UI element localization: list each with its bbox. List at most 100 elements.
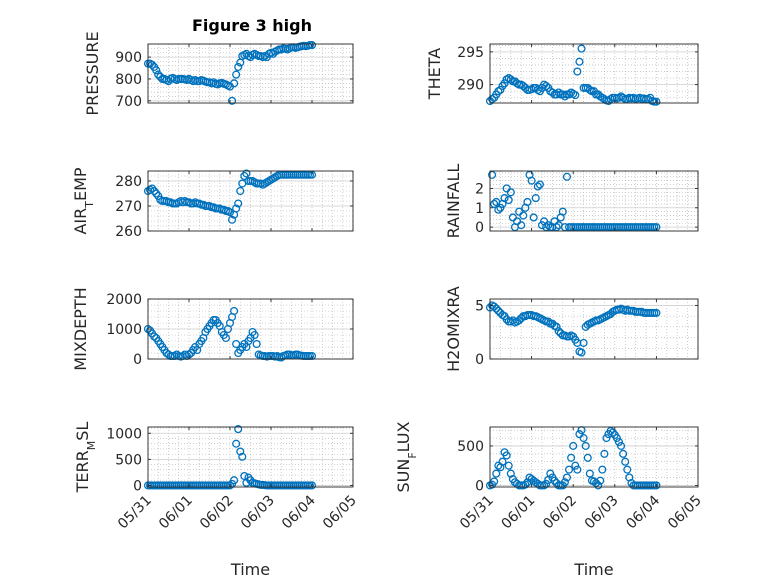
data-point-theta bbox=[500, 79, 509, 88]
data-point-sun_flux bbox=[581, 441, 590, 450]
data-point-h2omixra bbox=[492, 304, 501, 313]
y-tick-label: 280 bbox=[115, 174, 142, 190]
data-point-sun_flux bbox=[564, 465, 574, 474]
data-point-sun_flux bbox=[571, 461, 580, 470]
subplot-air_temp: 260 270 280 AIRTEMP bbox=[71, 167, 354, 240]
data-point-sun_flux bbox=[579, 434, 588, 443]
data-point-air_temp bbox=[242, 169, 251, 178]
axes-box-sun_flux bbox=[489, 426, 699, 488]
data-point-sun_flux bbox=[573, 465, 582, 474]
axes-box-h2omixra bbox=[489, 298, 699, 360]
data-point-sun_flux bbox=[614, 437, 624, 447]
data-point-sun_flux bbox=[612, 434, 621, 443]
x-axis-label: Time bbox=[573, 560, 613, 579]
data-point-h2omixra bbox=[544, 317, 553, 326]
data-point-air_temp bbox=[232, 204, 241, 213]
y-axis-label: THETA bbox=[425, 48, 444, 100]
data-point-sun_flux bbox=[594, 481, 603, 490]
data-point-rainfall bbox=[500, 194, 509, 203]
data-point-rainfall bbox=[490, 199, 499, 208]
data-point-rainfall bbox=[496, 203, 505, 212]
subplot-pressure: 700 800 900 PRESSURE bbox=[83, 31, 354, 116]
data-point-h2omixra bbox=[579, 338, 588, 347]
y-tick-label: 500 bbox=[457, 439, 484, 455]
data-point-sun_flux bbox=[546, 469, 555, 478]
y-tick-label: 500 bbox=[115, 452, 142, 468]
data-point-h2omixra bbox=[515, 316, 524, 325]
y-tick-label: 260 bbox=[115, 224, 142, 240]
data-point-sun_flux bbox=[621, 457, 630, 466]
data-point-theta bbox=[554, 88, 563, 97]
data-point-h2omixra bbox=[494, 306, 503, 315]
data-point-rainfall bbox=[494, 205, 503, 214]
y-tick-label: 800 bbox=[115, 72, 142, 88]
y-tick-label: 295 bbox=[457, 45, 484, 61]
data-point-theta bbox=[573, 67, 582, 76]
data-point-rainfall bbox=[488, 170, 497, 179]
data-point-rainfall bbox=[558, 207, 567, 216]
data-point-terr_msl bbox=[236, 447, 245, 456]
y-tick-label: 700 bbox=[115, 94, 142, 110]
data-point-h2omixra bbox=[552, 322, 561, 331]
data-point-mixdepth bbox=[150, 332, 159, 341]
data-point-sun_flux bbox=[560, 478, 569, 487]
data-point-h2omixra bbox=[517, 314, 526, 323]
y-tick-label: 0 bbox=[475, 220, 484, 236]
y-tick-label: 1 bbox=[475, 201, 484, 217]
y-tick-label: 2000 bbox=[106, 292, 142, 308]
y-tick-label: 0 bbox=[475, 352, 484, 368]
data-point-sun_flux bbox=[540, 481, 549, 490]
data-point-terr_msl bbox=[238, 452, 247, 461]
data-point-air_temp bbox=[236, 186, 245, 196]
y-tick-label: 0 bbox=[133, 478, 142, 494]
data-point-pressure bbox=[234, 62, 243, 71]
subplot-rainfall: 0 1 2 RAINFALL bbox=[444, 164, 699, 238]
data-point-theta bbox=[496, 85, 505, 94]
y-axis-label: TERRMSL bbox=[73, 422, 98, 494]
data-point-sun_flux bbox=[567, 453, 576, 462]
y-tick-label: 1000 bbox=[106, 322, 142, 338]
data-point-rainfall bbox=[531, 194, 540, 203]
data-point-sun_flux bbox=[492, 469, 501, 478]
data-point-air_temp bbox=[240, 171, 249, 181]
data-point-sun_flux bbox=[652, 481, 661, 490]
data-point-sun_flux bbox=[498, 457, 507, 466]
data-point-air_temp bbox=[225, 208, 235, 217]
data-point-air_temp bbox=[152, 189, 161, 198]
data-point-pressure bbox=[230, 79, 239, 88]
data-point-rainfall bbox=[529, 213, 538, 222]
subplot-theta: 290 295 THETA bbox=[425, 43, 699, 106]
data-point-rainfall bbox=[519, 211, 528, 220]
y-tick-label: 900 bbox=[115, 50, 142, 66]
data-point-sun_flux bbox=[623, 465, 632, 474]
data-point-sun_flux bbox=[504, 461, 513, 470]
data-point-terr_msl bbox=[225, 481, 235, 490]
data-point-air_temp bbox=[148, 184, 157, 193]
data-point-sun_flux bbox=[602, 434, 611, 443]
y-tick-label: 270 bbox=[115, 199, 142, 215]
y-tick-label: 0 bbox=[475, 478, 484, 494]
data-point-sun_flux bbox=[585, 469, 594, 478]
data-point-pressure bbox=[154, 70, 163, 79]
data-point-theta bbox=[571, 91, 580, 100]
data-point-rainfall bbox=[562, 172, 572, 181]
data-point-mixdepth bbox=[277, 353, 286, 362]
data-point-theta bbox=[577, 44, 586, 53]
data-point-theta bbox=[560, 92, 569, 101]
data-point-rainfall bbox=[506, 188, 515, 197]
data-point-pressure bbox=[152, 66, 161, 75]
data-point-theta bbox=[506, 75, 515, 84]
data-point-h2omixra bbox=[554, 327, 563, 336]
data-point-mixdepth bbox=[250, 330, 259, 340]
data-point-rainfall bbox=[517, 221, 526, 230]
data-point-sun_flux bbox=[592, 479, 601, 488]
y-tick-label: 290 bbox=[457, 78, 484, 94]
data-point-pressure bbox=[156, 72, 165, 81]
y-axis-label: MIXDEPTH bbox=[71, 287, 90, 370]
data-point-sun_flux bbox=[490, 477, 499, 486]
data-point-terr_msl bbox=[234, 425, 243, 434]
data-point-sun_flux bbox=[598, 465, 607, 474]
data-point-sun_flux bbox=[502, 451, 511, 460]
data-point-theta bbox=[652, 97, 661, 106]
